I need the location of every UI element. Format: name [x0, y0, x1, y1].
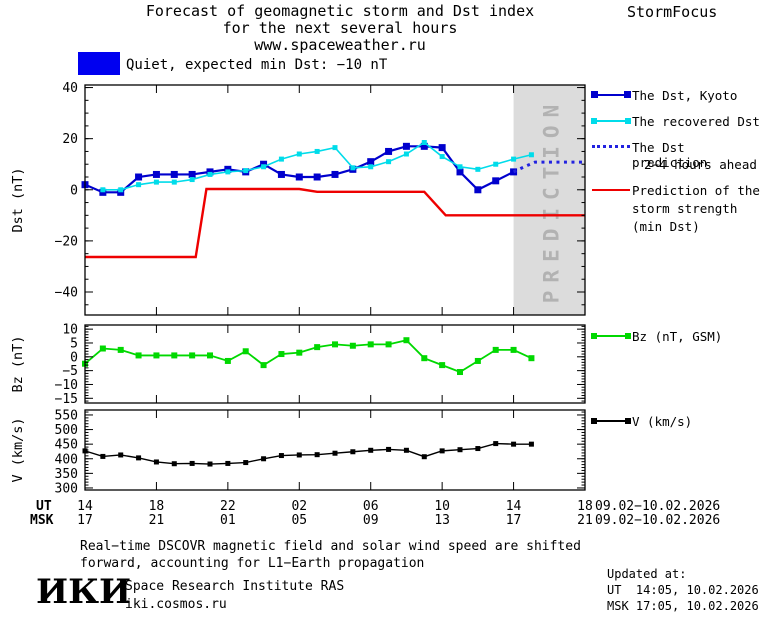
x-tick-label: 22 [220, 499, 236, 514]
y-tick-label: 20 [62, 132, 78, 147]
y-tick-label: 0 [70, 350, 78, 365]
x-tick-label: 01 [220, 513, 236, 528]
x-tick-label: 14 [77, 499, 93, 514]
x-tick-label: 05 [291, 513, 308, 528]
x-tick-label: 14 [505, 499, 522, 514]
legend-label-storm-strength-line1: Prediction of the [632, 183, 760, 198]
x-tick-label: 21 [577, 513, 593, 528]
x-tick-label: 17 [505, 513, 522, 528]
updated-at-msk: MSK 17:05, 10.02.2026 [607, 599, 759, 613]
legend-label-storm-strength-line2: storm strength [632, 201, 738, 216]
x-tick-label: 17 [77, 513, 93, 528]
page-title-line2: for the next several hours [222, 19, 458, 37]
x-axis-ut-date: 09.02−10.02.2026 [595, 499, 721, 514]
legend-swatch-recovered-dst [591, 115, 631, 128]
legend-swatch-bz [591, 330, 631, 343]
prediction-band-label: PREDICTION [539, 97, 563, 303]
institute-name: Space Research Institute RAS [125, 579, 345, 594]
institute-site: iki.cosmos.ru [125, 597, 227, 612]
y-tick-label: 350 [55, 467, 78, 482]
y-tick-label: −10 [55, 378, 78, 393]
x-axis-row-ut: UT 09.02−10.02.2026 14 18 22 02 06 10 14 18 [0, 499, 760, 514]
legend-swatch-v [591, 415, 631, 428]
iki-logo: ИКИ [36, 572, 132, 612]
y-tick-label: 5 [70, 336, 78, 351]
legend-label-dst-prediction-line2: 2−4 hours ahead [644, 157, 757, 172]
legend-label-dst-prediction-line1: The Dst prediction [632, 140, 708, 170]
updated-at-label: Updated at: [607, 567, 687, 581]
legend-label-recovered-dst: The recovered Dst [632, 114, 760, 129]
brand-stormfocus: StormFocus [627, 3, 718, 21]
prediction-band [513, 85, 585, 315]
y-tick-label: 500 [55, 423, 78, 438]
y-tick-label: 400 [55, 452, 78, 467]
x-tick-label: 18 [148, 499, 165, 514]
y-axis-title: Dst (nT) [10, 167, 26, 232]
storm-level-label: Quiet, expected min Dst: −10 nT [126, 57, 388, 73]
y-tick-label: −15 [55, 392, 78, 407]
dst-panel: PREDICTION 40 20 0 −20 −40 Dst (nT) [10, 81, 586, 316]
series-v [82, 441, 534, 467]
x-tick-label: 18 [577, 499, 593, 514]
footer-note-line1: Real−time DSCOVR magnetic field and sola… [80, 539, 581, 554]
series-storm [85, 187, 585, 259]
legend-swatch-dst-prediction [592, 141, 630, 154]
series-prediction [512, 160, 584, 174]
legend-swatch-dst-kyoto [591, 89, 631, 102]
y-tick-label: 550 [55, 408, 78, 423]
title-block: Forecast of geomagnetic storm and Dst in… [85, 3, 595, 54]
y-tick-label: −5 [62, 364, 78, 379]
y-tick-label: 300 [55, 481, 78, 496]
y-tick-label: 450 [55, 438, 78, 453]
series-bz [82, 337, 535, 376]
footer-note-line2: forward, accounting for L1−Earth propaga… [80, 556, 425, 571]
legend-label-storm-strength-line3: (min Dst) [632, 219, 700, 234]
series-recovered [100, 140, 534, 193]
x-axis-ut-label: UT [36, 499, 52, 514]
x-tick-label: 02 [291, 499, 308, 514]
y-tick-label: 0 [70, 183, 78, 198]
x-axis-msk-date: 09.02−10.02.2026 [595, 513, 721, 528]
site-url: www.spaceweather.ru [254, 36, 426, 54]
x-tick-label: 13 [434, 513, 450, 528]
legend-swatch-storm-strength [592, 184, 630, 197]
x-tick-label: 09 [362, 513, 379, 528]
y-tick-label: −20 [55, 234, 78, 249]
y-tick-label: −40 [55, 286, 78, 301]
legend-label-v: V (km/s) [632, 414, 693, 429]
updated-at-ut: UT 14:05, 10.02.2026 [607, 583, 759, 597]
x-tick-label: 21 [148, 513, 165, 528]
y-tick-label: 10 [62, 323, 78, 338]
page-title-line1: Forecast of geomagnetic storm and Dst in… [145, 2, 535, 20]
y-axis-title: Bz (nT) [10, 336, 26, 393]
x-tick-label: 06 [362, 499, 379, 514]
legend-label-bz: Bz (nT, GSM) [632, 329, 723, 344]
legend-label-dst-kyoto: The Dst, Kyoto [632, 88, 738, 103]
x-axis-row-msk: MSK 09.02−10.02.2026 17 21 01 05 09 13 17 21 [0, 513, 760, 528]
y-axis-title: V (km/s) [10, 417, 26, 482]
x-axis-msk-label: MSK [30, 513, 54, 528]
y-tick-label: 40 [62, 81, 78, 96]
storm-level-swatch [78, 52, 120, 75]
x-tick-label: 10 [434, 499, 450, 514]
